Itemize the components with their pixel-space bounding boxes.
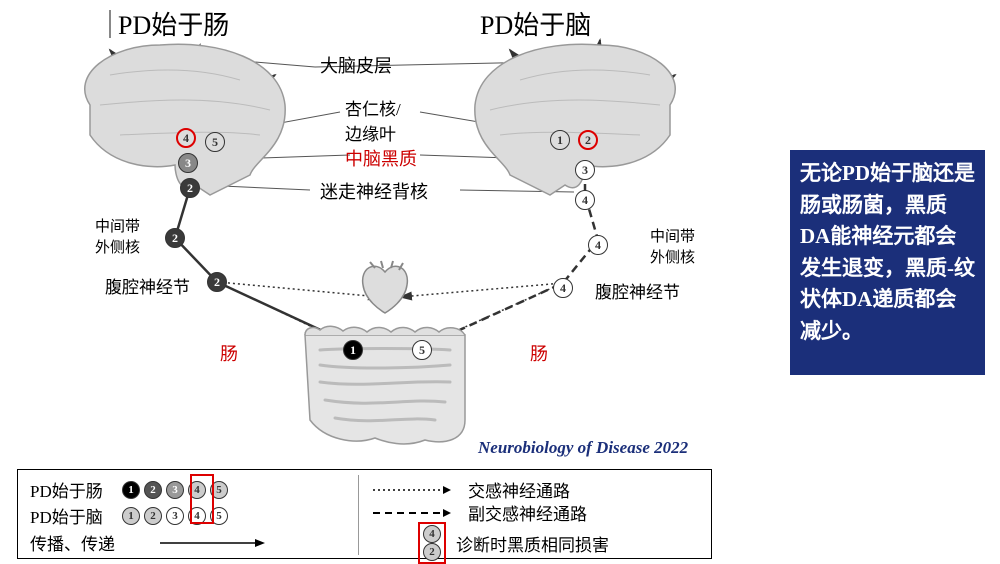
pathway-node-4: 4 — [575, 190, 595, 210]
pathway-node-4: 4 — [553, 278, 573, 298]
legend-r2-node-1: 1 — [122, 507, 140, 525]
brain-left — [60, 35, 300, 205]
legend-sympathetic-label: 交感神经通路 — [468, 477, 570, 502]
legend-row1-label: PD始于肠 — [30, 477, 120, 502]
legend-r1-node-1: 1 — [122, 481, 140, 499]
legend-r2-node-3: 3 — [166, 507, 184, 525]
summary-box: 无论PD始于脑还是肠或肠菌，黑质DA能神经元都会发生退变，黑质-纹状体DA递质都… — [790, 150, 985, 375]
legend-r1-node-2: 2 — [144, 481, 162, 499]
label-gut-left: 肠 — [220, 340, 238, 366]
legend-row3: 传播、传递 — [30, 530, 270, 555]
pathway-node-2: 2 — [207, 272, 227, 292]
label-intermediate-left: 中间带 外侧核 — [95, 215, 140, 257]
gut-icon — [285, 320, 485, 450]
label-gut-right: 肠 — [530, 340, 548, 366]
legend-box: PD始于肠 12345 PD始于脑 12345 传播、传递 交感神经通路 副交感… — [17, 469, 712, 559]
legend-row3-label: 传播、传递 — [30, 530, 160, 555]
legend-diag-node-2: 2 — [423, 543, 441, 561]
legend-diagnosis: 4 2 诊断时黑质相同损害 — [418, 522, 609, 564]
legend-diag-node-4: 4 — [423, 525, 441, 543]
citation-text: Neurobiology of Disease 2022 — [478, 438, 688, 458]
label-intermediate-right: 中间带 外侧核 — [650, 225, 695, 267]
arrow-icon — [160, 536, 270, 550]
heart-icon — [355, 260, 415, 315]
label-cortex: 大脑皮层 — [320, 52, 392, 78]
pathway-node-5: 5 — [205, 132, 225, 152]
pathway-node-3: 3 — [178, 153, 198, 173]
dashed-line-icon — [373, 507, 453, 519]
legend-r2-node-2: 2 — [144, 507, 162, 525]
label-substantia-nigra: 中脑黑质 — [345, 145, 417, 171]
legend-diagnosis-label: 诊断时黑质相同损害 — [456, 531, 609, 556]
label-dorsal-vagal: 迷走神经背核 — [320, 178, 428, 204]
gut-node-1: 1 — [343, 340, 363, 360]
pathway-node-3: 3 — [575, 160, 595, 180]
pathway-node-1: 1 — [550, 130, 570, 150]
dotted-line-icon — [373, 484, 453, 496]
pathway-node-2: 2 — [578, 130, 598, 150]
legend-sympathetic: 交感神经通路 — [373, 477, 570, 502]
legend-r1-node-3: 3 — [166, 481, 184, 499]
brain-right — [460, 35, 700, 205]
legend-row2-label: PD始于脑 — [30, 503, 120, 528]
pathway-node-2: 2 — [180, 178, 200, 198]
label-celiac-right: 腹腔神经节 — [595, 278, 680, 303]
title-right: PD始于脑 — [480, 5, 591, 42]
label-celiac-left: 腹腔神经节 — [105, 273, 190, 298]
pathway-node-4: 4 — [176, 128, 196, 148]
pathway-node-2: 2 — [165, 228, 185, 248]
red-highlight-row1 — [190, 474, 214, 524]
pathway-node-4: 4 — [588, 235, 608, 255]
gut-node-5: 5 — [412, 340, 432, 360]
title-left: PD始于肠 — [118, 5, 229, 42]
label-amygdala: 杏仁核/ 边缘叶 — [345, 95, 401, 145]
